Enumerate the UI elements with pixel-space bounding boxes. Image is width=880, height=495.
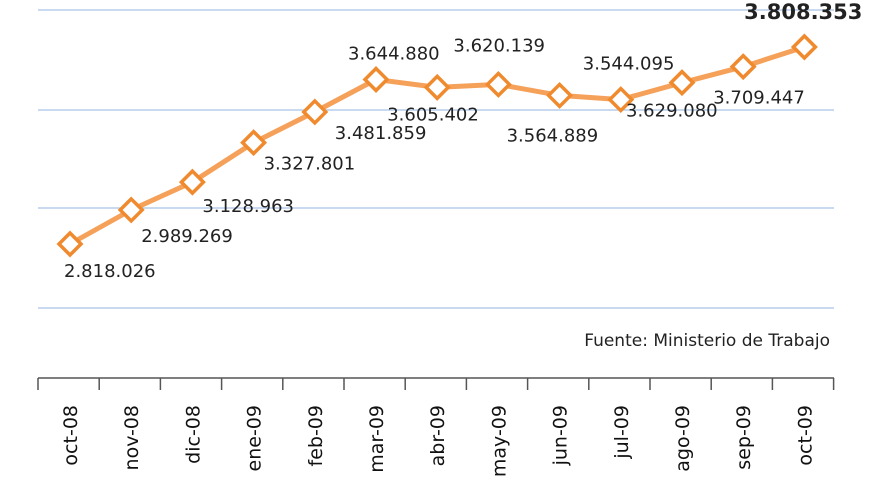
data-point-marker bbox=[484, 70, 512, 98]
x-tick-label: sep-09 bbox=[733, 405, 755, 470]
x-tick-label: oct-09 bbox=[794, 405, 816, 466]
data-label: 3.128.963 bbox=[202, 196, 294, 217]
data-label: 3.709.447 bbox=[713, 88, 805, 109]
data-point-marker bbox=[362, 66, 390, 93]
source-annotation: Fuente: Ministerio de Trabajo bbox=[584, 331, 830, 351]
x-axis bbox=[37, 377, 835, 390]
data-point-marker bbox=[546, 81, 574, 109]
data-point-marker bbox=[301, 98, 329, 126]
data-point-marker bbox=[117, 196, 145, 224]
data-point-marker bbox=[423, 73, 451, 101]
data-label: 3.544.095 bbox=[583, 54, 675, 75]
data-label: 3.564.889 bbox=[507, 125, 599, 146]
data-point-marker bbox=[240, 129, 268, 157]
data-label: 3.629.080 bbox=[626, 101, 718, 122]
data-point-marker bbox=[607, 86, 635, 114]
data-point-marker bbox=[178, 168, 206, 196]
series-group bbox=[56, 33, 818, 258]
x-tick-label: abr-09 bbox=[427, 405, 449, 466]
x-tick-label: dic-08 bbox=[182, 405, 204, 464]
data-label: 3.605.402 bbox=[387, 104, 479, 125]
x-tick-label: feb-09 bbox=[305, 405, 327, 466]
data-label: 3.481.859 bbox=[335, 123, 427, 144]
data-labels-group: 2.818.026 2.989.269 3.128.963 3.327.801 3.48… bbox=[64, 0, 862, 282]
x-tick-labels-group: oct-08 nov-08 dic-08 ene-09 feb-09 mar-09 abr-… bbox=[60, 405, 816, 477]
data-label: 3.620.139 bbox=[453, 35, 545, 56]
gridlines bbox=[38, 9, 834, 309]
data-point-marker bbox=[790, 33, 818, 61]
x-tick-label: jul-09 bbox=[611, 405, 633, 460]
data-point-marker bbox=[668, 69, 696, 97]
x-tick-label: nov-08 bbox=[121, 405, 143, 470]
x-tick-label: jun-09 bbox=[550, 405, 572, 466]
data-label: 3.644.880 bbox=[348, 44, 440, 65]
data-label: 3.327.801 bbox=[264, 154, 356, 175]
x-tick-label: may-09 bbox=[488, 405, 510, 477]
data-point-marker bbox=[729, 53, 757, 81]
data-label: 2.818.026 bbox=[64, 261, 156, 282]
x-tick-label: ago-09 bbox=[672, 405, 694, 472]
x-tick-label: mar-09 bbox=[366, 405, 388, 473]
x-tick-label: oct-08 bbox=[60, 405, 82, 466]
x-tick-label: ene-09 bbox=[244, 405, 266, 471]
data-label: 3.808.353 bbox=[744, 0, 862, 24]
data-point-marker bbox=[56, 230, 84, 258]
data-label: 2.989.269 bbox=[141, 226, 233, 247]
